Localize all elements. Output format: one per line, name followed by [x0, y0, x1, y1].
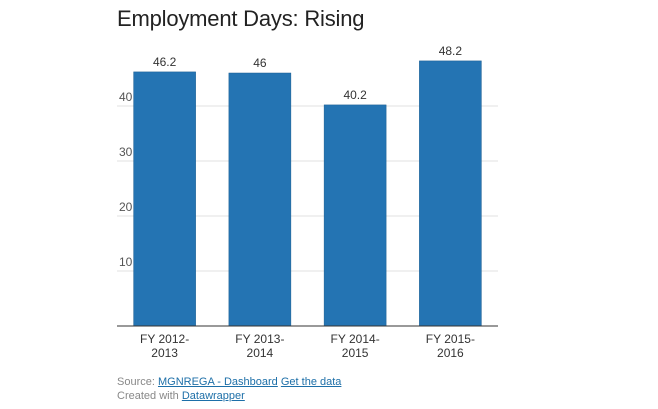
chart-title: Employment Days: Rising [117, 6, 365, 31]
x-tick-label: FY 2014- [331, 332, 380, 346]
chart-footer: Source: MGNREGA - Dashboard Get the data… [117, 375, 341, 403]
y-tick-label: 20 [119, 200, 133, 214]
x-tick-label: 2014 [247, 346, 274, 360]
get-data-link[interactable]: Get the data [280, 376, 342, 388]
y-tick-label: 40 [119, 90, 133, 104]
bar-value-label: 46.2 [153, 55, 177, 69]
source-prefix: Source: [117, 376, 155, 388]
bar-value-label: 48.2 [439, 44, 463, 58]
source-line: Source: MGNREGA - Dashboard Get the data [117, 375, 341, 389]
x-tick-label: FY 2012- [140, 332, 189, 346]
bar-value-label: 46 [253, 56, 267, 70]
x-tick-label: 2016 [437, 346, 464, 360]
datawrapper-link[interactable]: Datawrapper [181, 390, 245, 402]
x-tick-label: FY 2015- [426, 332, 475, 346]
x-tick-label: 2015 [342, 346, 369, 360]
x-tick-label: FY 2013- [235, 332, 284, 346]
y-tick-label: 10 [119, 255, 133, 269]
y-tick-label: 30 [119, 145, 133, 159]
bar [133, 71, 196, 327]
x-axis-ticks: FY 2012-2013 FY 2013-2014 FY 2014-2015 FY 2… [140, 332, 475, 360]
x-tick-label: 2013 [151, 346, 178, 360]
created-prefix: Created with [117, 390, 179, 402]
source-link[interactable]: MGNREGA - Dashboard [157, 376, 278, 388]
bar-value-label: 40.2 [343, 88, 367, 102]
bar [228, 72, 292, 327]
bars [133, 60, 482, 327]
bar [323, 104, 387, 327]
value-labels: 46.2 46 40.2 48.2 [153, 44, 462, 102]
credit-line: Created with Datawrapper [117, 389, 341, 403]
bar [419, 60, 482, 327]
